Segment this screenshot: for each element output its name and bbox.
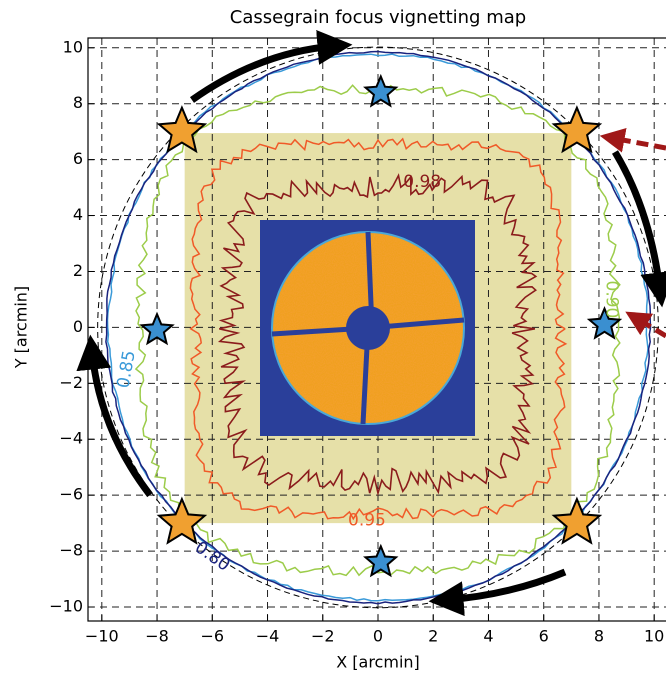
y-tick-label: −2	[59, 373, 83, 392]
y-tick-label: 0	[73, 317, 83, 336]
y-tick-label: −4	[59, 429, 83, 448]
x-tick-label: 4	[483, 627, 493, 646]
arrow	[446, 572, 565, 600]
x-tick-label: −4	[256, 627, 280, 646]
x-tick-label: 8	[594, 627, 604, 646]
contour-label: 0.95	[348, 510, 386, 530]
star-marker	[366, 77, 397, 106]
pupil-image	[260, 220, 475, 436]
x-tick-label: −8	[145, 627, 169, 646]
x-tick-label: 2	[428, 627, 438, 646]
arrow	[612, 138, 666, 148]
x-tick-label: −2	[311, 627, 335, 646]
x-tick-label: 6	[539, 627, 549, 646]
y-tick-label: 10	[63, 37, 83, 56]
y-tick-label: 6	[73, 149, 83, 168]
y-axis-label: Y [arcmin]	[12, 286, 31, 369]
x-tick-label: 10	[644, 627, 664, 646]
y-tick-label: −6	[59, 485, 83, 504]
y-tick-label: 4	[73, 205, 83, 224]
chart: Cassegrain focus vignetting map X [arcmi…	[0, 0, 666, 677]
contour-label: 0.98	[403, 172, 441, 192]
x-tick-label: −10	[85, 627, 119, 646]
contour-label: 0.85	[114, 349, 140, 390]
y-tick-label: 8	[73, 93, 83, 112]
x-tick-label: 0	[373, 627, 383, 646]
chart-title: Cassegrain focus vignetting map	[230, 7, 526, 28]
x-axis-label: X [arcmin]	[336, 653, 420, 672]
central-obstruction	[346, 306, 390, 350]
y-tick-label: −10	[49, 597, 83, 616]
y-tick-label: 2	[73, 261, 83, 280]
contour-label: 0.90	[601, 281, 621, 319]
y-tick-label: −8	[59, 541, 83, 560]
x-tick-label: −6	[200, 627, 224, 646]
